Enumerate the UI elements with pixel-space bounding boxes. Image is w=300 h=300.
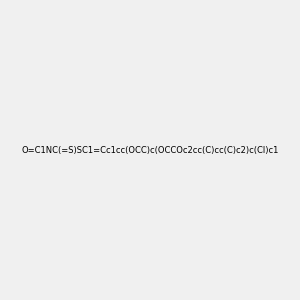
Text: O=C1NC(=S)SC1=Cc1cc(OCC)c(OCCOc2cc(C)cc(C)c2)c(Cl)c1: O=C1NC(=S)SC1=Cc1cc(OCC)c(OCCOc2cc(C)cc(…	[21, 146, 279, 154]
